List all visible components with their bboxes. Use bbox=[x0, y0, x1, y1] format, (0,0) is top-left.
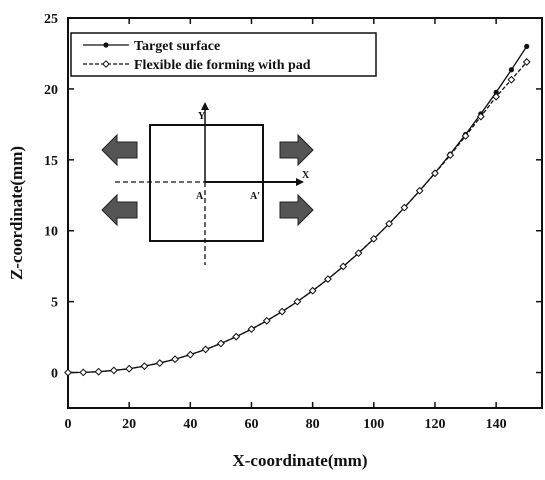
point bbox=[492, 92, 501, 101]
legend-marker bbox=[102, 60, 110, 68]
legend-label: Target surface bbox=[134, 39, 220, 54]
point bbox=[94, 367, 103, 376]
y-axis-label: Z-coordinate(mm) bbox=[7, 146, 26, 280]
legend-label: Flexible die forming with pad bbox=[134, 58, 311, 73]
y-tick-label: 10 bbox=[44, 225, 58, 240]
x-tick-label: 40 bbox=[183, 417, 197, 432]
point bbox=[400, 203, 409, 212]
inset-diagram: Y X A A' bbox=[101, 102, 314, 265]
inset-y-arrowhead bbox=[201, 102, 209, 110]
point bbox=[476, 112, 485, 121]
x-tick-label: 100 bbox=[363, 417, 384, 432]
legend-box bbox=[70, 32, 377, 77]
inset-x-arrowhead bbox=[296, 178, 304, 186]
point bbox=[125, 364, 134, 373]
point bbox=[293, 297, 302, 306]
inset-label: A' bbox=[250, 191, 260, 202]
point bbox=[278, 307, 286, 316]
point bbox=[461, 132, 470, 140]
point bbox=[155, 359, 164, 367]
point bbox=[201, 345, 210, 354]
x-axis-label: X-coordinate(mm) bbox=[232, 451, 367, 470]
point bbox=[493, 89, 499, 95]
y-tick-label: 5 bbox=[51, 296, 58, 311]
point bbox=[171, 355, 179, 364]
inset-label: X bbox=[302, 170, 310, 181]
y-tick-label: 0 bbox=[51, 367, 58, 382]
point bbox=[324, 275, 332, 283]
point bbox=[109, 366, 118, 375]
point bbox=[79, 368, 88, 377]
x-tick-label: 0 bbox=[65, 417, 72, 432]
point bbox=[339, 262, 348, 271]
y-tick-label: 20 bbox=[44, 83, 58, 98]
inset-label: Y bbox=[198, 111, 206, 122]
point bbox=[524, 43, 530, 49]
legend: Target surface Flexible die forming with … bbox=[70, 32, 377, 77]
point bbox=[216, 339, 225, 348]
point bbox=[415, 186, 424, 195]
point bbox=[247, 325, 256, 334]
block-arrow bbox=[279, 133, 314, 167]
block-arrow bbox=[101, 133, 138, 167]
point bbox=[446, 151, 455, 160]
legend-marker bbox=[103, 42, 109, 48]
block-arrow bbox=[279, 193, 314, 227]
y-tick-label: 25 bbox=[44, 12, 58, 27]
point bbox=[354, 249, 363, 258]
inset-label: A bbox=[196, 191, 204, 202]
plot-frame bbox=[67, 17, 543, 409]
point bbox=[64, 368, 72, 377]
point bbox=[508, 67, 515, 73]
x-tick-label: 20 bbox=[122, 417, 136, 432]
x-tick-label: 120 bbox=[424, 417, 445, 432]
point bbox=[308, 286, 317, 295]
point bbox=[369, 234, 378, 243]
point bbox=[431, 169, 439, 178]
point bbox=[140, 362, 149, 371]
x-tick-label: 60 bbox=[244, 417, 258, 432]
block-arrow bbox=[101, 193, 138, 227]
x-tick-label: 80 bbox=[306, 417, 320, 432]
point bbox=[186, 350, 195, 359]
point bbox=[262, 316, 271, 325]
point bbox=[232, 332, 241, 341]
point bbox=[507, 75, 516, 84]
x-tick-label: 140 bbox=[486, 417, 507, 432]
point bbox=[522, 58, 531, 66]
point bbox=[385, 219, 394, 228]
y-tick-label: 15 bbox=[44, 154, 58, 169]
